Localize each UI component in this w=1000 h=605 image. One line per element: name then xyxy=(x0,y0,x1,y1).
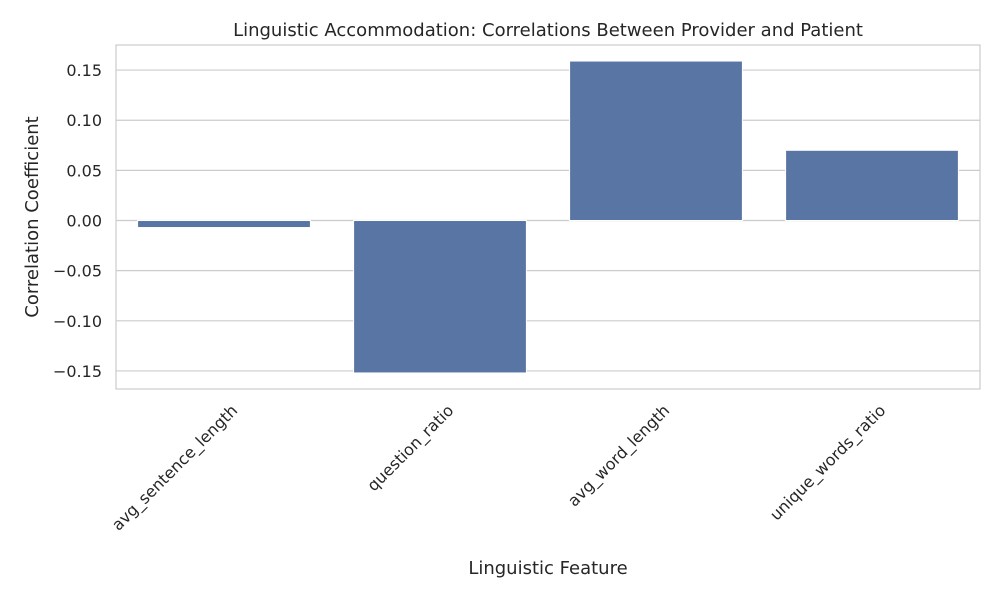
y-tick-label: −0.05 xyxy=(53,262,102,281)
x-tick-label: avg_sentence_length xyxy=(108,401,242,535)
y-tick-label: 0.05 xyxy=(66,161,102,180)
y-tick-label: 0.15 xyxy=(66,61,102,80)
x-axis-label: Linguistic Feature xyxy=(468,558,627,579)
bar-avg-sentence-length xyxy=(137,220,311,229)
chart-title: Linguistic Accommodation: Correlations B… xyxy=(233,20,863,41)
x-tick-label: question_ratio xyxy=(363,401,458,496)
bar-question-ratio xyxy=(353,220,527,374)
x-tick-label: avg_word_length xyxy=(564,401,674,511)
bar-unique-words-ratio xyxy=(785,149,959,222)
bars xyxy=(137,60,959,374)
y-tick-labels: −0.15 −0.10 −0.05 0.00 0.05 0.10 0.15 xyxy=(53,61,102,381)
bar-avg-word-length xyxy=(569,60,743,222)
x-tick-labels: avg_sentence_length question_ratio avg_wor… xyxy=(108,401,890,535)
y-tick-label: −0.10 xyxy=(53,312,102,331)
x-tick-label: unique_words_ratio xyxy=(766,401,890,525)
plot-frame xyxy=(115,44,981,390)
y-tick-label: −0.15 xyxy=(53,362,102,381)
y-tick-label: 0.10 xyxy=(66,111,102,130)
y-tick-label: 0.00 xyxy=(66,212,102,231)
y-axis-label: Correlation Coefficient xyxy=(22,116,43,317)
